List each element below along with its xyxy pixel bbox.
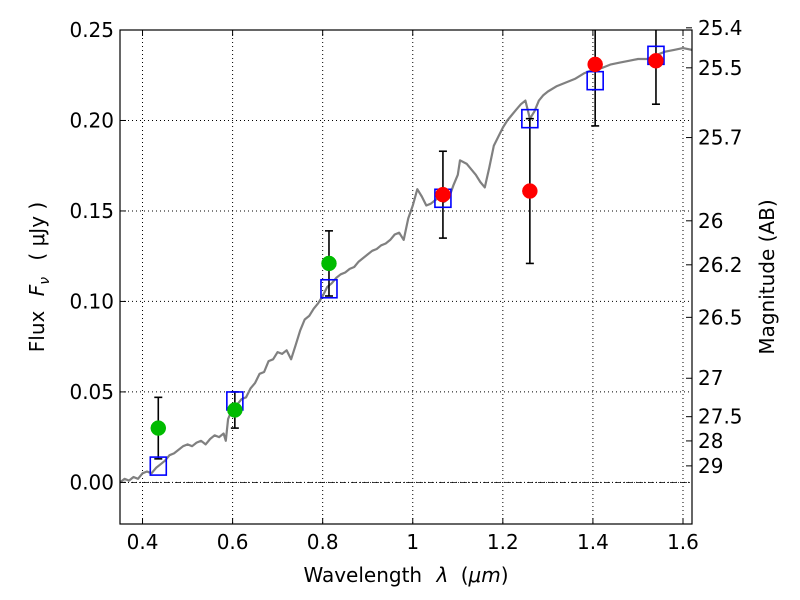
y-axis-unit: ( μJy ) [25, 202, 49, 261]
y-axis-subscript: ν [37, 277, 53, 285]
x-tick-label: 0.8 [307, 530, 339, 554]
x-axis-unit: μm [468, 563, 501, 587]
near-ir-detection-point [587, 56, 603, 73]
y-tick-label: 0.20 [69, 108, 114, 132]
y-tick-label: 0.15 [69, 199, 114, 223]
y2-tick-label: 26 [698, 209, 723, 233]
y2-tick-label: 28 [698, 429, 723, 453]
plot-frame [119, 29, 693, 525]
y-tick-label: 0.10 [69, 289, 114, 313]
y-axis-title: Flux Fν ( μJy ) [25, 202, 54, 352]
y2-tick-label: 27.5 [698, 405, 743, 429]
axis-ticks: 0.4 0.6 0.8 1 1.2 1.4 1.6 0.00 0.05 0.10 0.15 0.20 0… [69, 16, 742, 554]
near-ir-detection-point [648, 53, 664, 69]
optical-detection-point [150, 420, 167, 436]
x-tick-label: 1 [406, 530, 419, 554]
y2-tick-label: 25.7 [698, 126, 743, 150]
model-photometry-square [521, 108, 539, 129]
x-axis-unit-open: ( [461, 563, 469, 587]
plot-area [120, 30, 692, 524]
x-axis-title: Wavelength λ (μm) [303, 563, 508, 587]
y2-tick-label: 29 [698, 454, 723, 478]
x-tick-label: 0.4 [127, 530, 159, 554]
x-axis-text: Wavelength [303, 563, 422, 587]
optical-detection-point [227, 402, 243, 418]
model-spectrum [120, 46, 692, 484]
y2-tick-label: 26.2 [698, 253, 743, 277]
x-axis-unit-close: ) [501, 563, 509, 587]
x-tick-label: 1.4 [577, 530, 609, 554]
y-axis-symbol: F [25, 284, 49, 296]
model-spectrum-line [120, 46, 692, 484]
near-ir-detection-point [435, 186, 451, 203]
y-axis-text: Flux [25, 310, 49, 352]
x-tick-label: 0.6 [217, 530, 249, 554]
optical-detection-point [321, 255, 337, 272]
y2-tick-label: 25.4 [698, 16, 743, 40]
y2-axis-title: Magnitude (AB) [755, 199, 779, 354]
y2-tick-label: 25.5 [698, 56, 743, 80]
y2-tick-label: 27 [698, 366, 723, 390]
data-markers [149, 45, 665, 476]
y2-tick-label: 26.5 [698, 305, 743, 329]
model-photometry-square [320, 278, 338, 299]
y-tick-label: 0.05 [69, 380, 114, 404]
x-tick-label: 1.2 [487, 530, 519, 554]
y-tick-label: 0.00 [69, 470, 114, 494]
y-tick-label: 0.25 [69, 18, 114, 42]
model-photometry-square [149, 456, 168, 476]
x-axis-symbol: λ [435, 563, 448, 587]
near-ir-detection-point [522, 183, 538, 199]
x-tick-label: 1.6 [667, 530, 699, 554]
